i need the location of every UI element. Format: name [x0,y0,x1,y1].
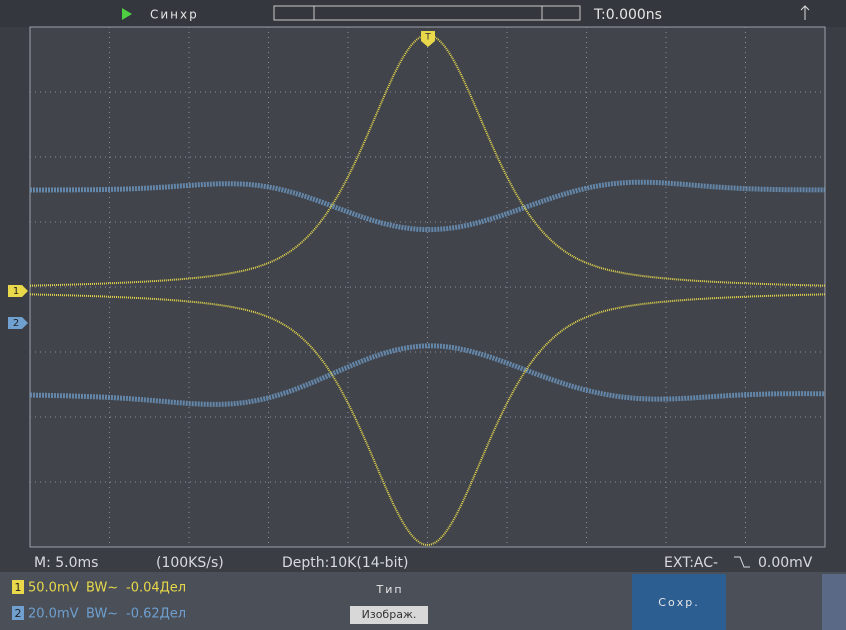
trigger-coupling: EXT:AC- [664,555,718,571]
menu-type-label: Тип [375,583,403,596]
oscilloscope-screen: Синхр T:0.000ns T 1 2 M: 5.0ms (100KS/s)… [0,0,846,630]
ch2-number: 2 [15,607,22,620]
menu-type-value: Изображ. [362,608,417,621]
save-button-label: Сохр. [658,596,699,609]
ch1-marker-label: 1 [13,286,19,297]
trigger-marker-label: T [424,33,431,43]
ch1-offset: -0.04Дел [126,581,186,596]
trigger-level: 0.00mV [758,555,813,571]
ch1-number: 1 [15,581,22,594]
ch2-bandwidth: BW~ [86,607,118,622]
menu-edge[interactable] [822,574,846,630]
ch1-bandwidth: BW~ [86,581,118,596]
timebase: M: 5.0ms [34,555,98,571]
ch2-offset: -0.62Дел [126,607,186,622]
memory-depth: Depth:10K(14-bit) [282,555,408,571]
time-offset: T:0.000ns [593,7,662,23]
trigger-menu-label: Синхр [150,8,199,22]
sample-rate: (100KS/s) [156,555,224,571]
ch1-scale: 50.0mV [28,581,79,596]
ch2-scale: 20.0mV [28,607,79,622]
ch2-marker-label: 2 [13,318,19,329]
